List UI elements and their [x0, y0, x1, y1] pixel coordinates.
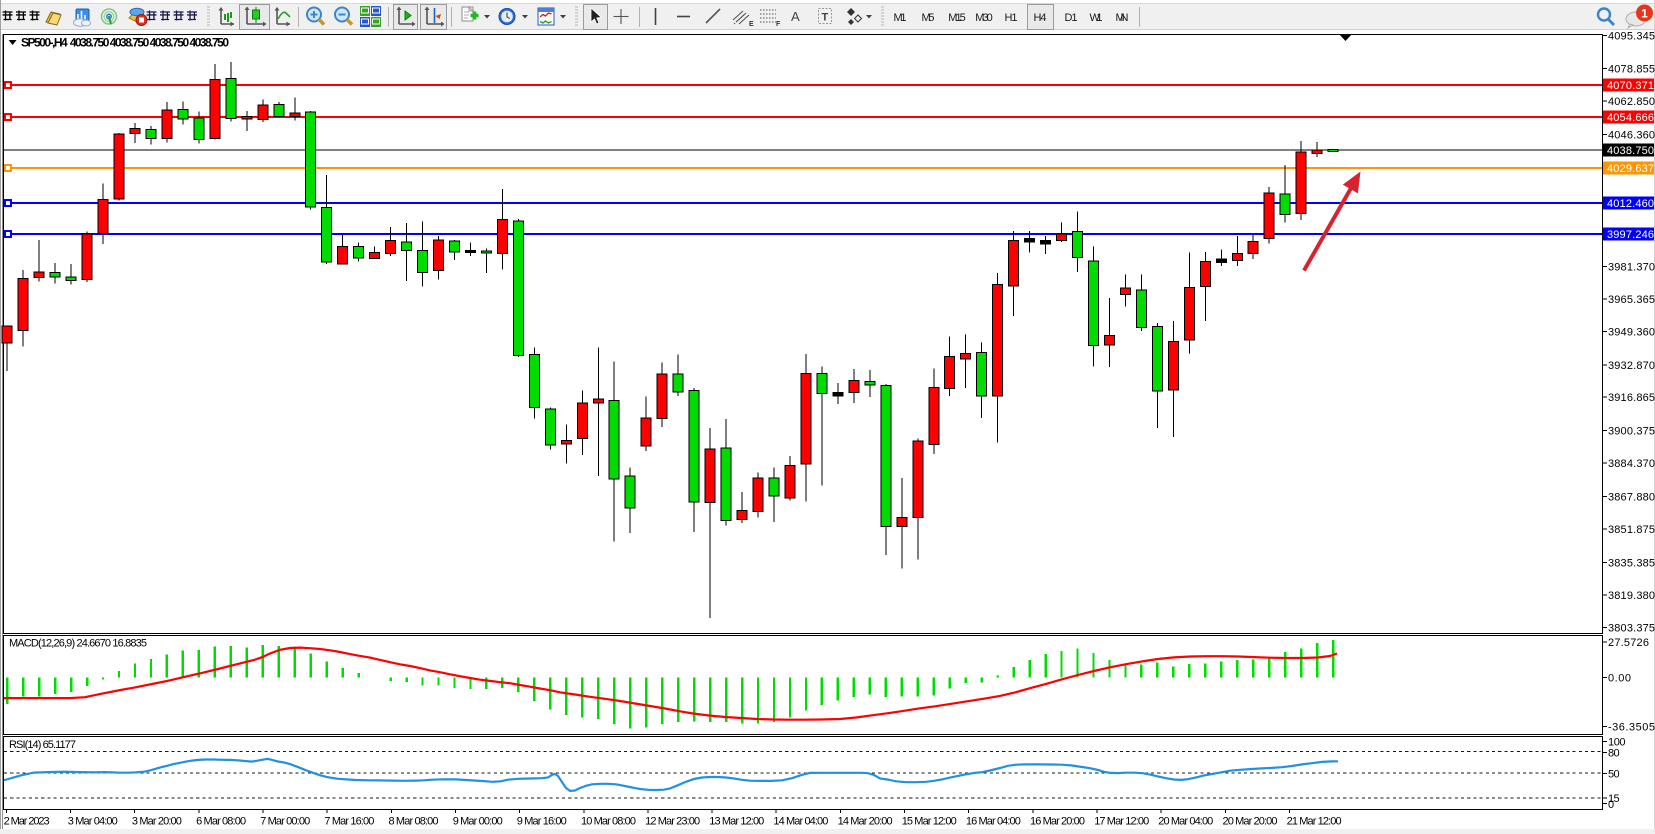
svg-text:3851.875: 3851.875: [1608, 524, 1655, 536]
svg-text:3819.380: 3819.380: [1608, 590, 1655, 602]
svg-text:80: 80: [1608, 747, 1620, 759]
svg-text:-36.3505: -36.3505: [1608, 722, 1655, 734]
svg-text:4038.750: 4038.750: [1607, 145, 1654, 157]
svg-text:4054.666: 4054.666: [1607, 112, 1654, 124]
svg-text:MN: MN: [1116, 12, 1129, 24]
svg-text:17 Mar 12:00: 17 Mar 12:00: [1094, 816, 1149, 828]
svg-text:15: 15: [1608, 793, 1620, 805]
svg-text:16 Mar 20:00: 16 Mar 20:00: [1030, 816, 1085, 828]
svg-text:3803.375: 3803.375: [1608, 622, 1655, 634]
svg-text:SP500-,H4 4038.750 4038.750 4: SP500-,H4 4038.750 4038.750 4038.750 403…: [21, 36, 229, 50]
svg-text:100: 100: [1608, 737, 1626, 749]
svg-text:3 Mar 20:00: 3 Mar 20:00: [132, 816, 182, 828]
svg-text:13 Mar 12:00: 13 Mar 12:00: [709, 816, 764, 828]
svg-text:H1: H1: [1005, 12, 1018, 24]
svg-text:12 Mar 23:00: 12 Mar 23:00: [645, 816, 700, 828]
svg-text:3 Mar 04:00: 3 Mar 04:00: [68, 816, 118, 828]
svg-text:M30: M30: [975, 12, 993, 24]
svg-text:F: F: [776, 21, 781, 28]
svg-text:D1: D1: [1065, 12, 1078, 24]
svg-text:15 Mar 12:00: 15 Mar 12:00: [902, 816, 957, 828]
svg-text:3997.246: 3997.246: [1607, 229, 1654, 241]
svg-text:8 Mar 08:00: 8 Mar 08:00: [389, 816, 439, 828]
svg-text:T: T: [822, 12, 829, 24]
svg-text:4095.345: 4095.345: [1608, 30, 1655, 42]
svg-text:3884.370: 3884.370: [1608, 458, 1655, 470]
svg-text:7 Mar 16:00: 7 Mar 16:00: [324, 816, 374, 828]
svg-text:RSI(14) 65.1177: RSI(14) 65.1177: [9, 739, 76, 751]
svg-text:E: E: [749, 21, 754, 28]
svg-text:MACD(12,26,9) 24.6670 16.8835: MACD(12,26,9) 24.6670 16.8835: [9, 638, 147, 650]
svg-text:A: A: [791, 9, 800, 24]
svg-text:3835.385: 3835.385: [1608, 558, 1655, 570]
svg-text:21 Mar 12:00: 21 Mar 12:00: [1287, 816, 1342, 828]
svg-text:2 Mar 2023: 2 Mar 2023: [4, 816, 50, 828]
svg-text:16 Mar 04:00: 16 Mar 04:00: [966, 816, 1021, 828]
svg-text:M5: M5: [922, 12, 935, 24]
svg-text:9 Mar 00:00: 9 Mar 00:00: [453, 816, 503, 828]
svg-text:3900.375: 3900.375: [1608, 426, 1655, 438]
svg-text:3932.870: 3932.870: [1608, 360, 1655, 372]
svg-text:0: 0: [1608, 799, 1614, 811]
svg-text:4012.460: 4012.460: [1607, 198, 1654, 210]
svg-text:4062.850: 4062.850: [1608, 96, 1655, 108]
svg-text:W1: W1: [1090, 12, 1103, 24]
svg-text:3965.365: 3965.365: [1608, 294, 1655, 306]
svg-text:M1: M1: [894, 12, 907, 24]
svg-text:20 Mar 20:00: 20 Mar 20:00: [1223, 816, 1278, 828]
svg-text:14 Mar 04:00: 14 Mar 04:00: [773, 816, 828, 828]
svg-text:0.00: 0.00: [1608, 673, 1631, 685]
svg-text:20 Mar 04:00: 20 Mar 04:00: [1158, 816, 1213, 828]
svg-text:4046.360: 4046.360: [1608, 130, 1655, 142]
svg-text:M15: M15: [948, 12, 966, 24]
svg-text:4070.371: 4070.371: [1607, 80, 1654, 92]
svg-text:3867.880: 3867.880: [1608, 492, 1655, 504]
svg-text:7 Mar 00:00: 7 Mar 00:00: [260, 816, 310, 828]
svg-text:4078.855: 4078.855: [1608, 64, 1655, 76]
svg-text:14 Mar 20:00: 14 Mar 20:00: [838, 816, 893, 828]
svg-text:1: 1: [1641, 7, 1648, 21]
svg-text:3949.360: 3949.360: [1608, 326, 1655, 338]
svg-text:3981.370: 3981.370: [1608, 261, 1655, 273]
svg-text:6 Mar 08:00: 6 Mar 08:00: [196, 816, 246, 828]
svg-text:27.5726: 27.5726: [1608, 637, 1649, 649]
svg-text:50: 50: [1608, 768, 1620, 780]
svg-text:10 Mar 08:00: 10 Mar 08:00: [581, 816, 636, 828]
svg-text:4029.637: 4029.637: [1607, 163, 1654, 175]
svg-text:H4: H4: [1034, 12, 1047, 24]
svg-text:3916.865: 3916.865: [1608, 392, 1655, 404]
svg-text:9 Mar 16:00: 9 Mar 16:00: [517, 816, 567, 828]
